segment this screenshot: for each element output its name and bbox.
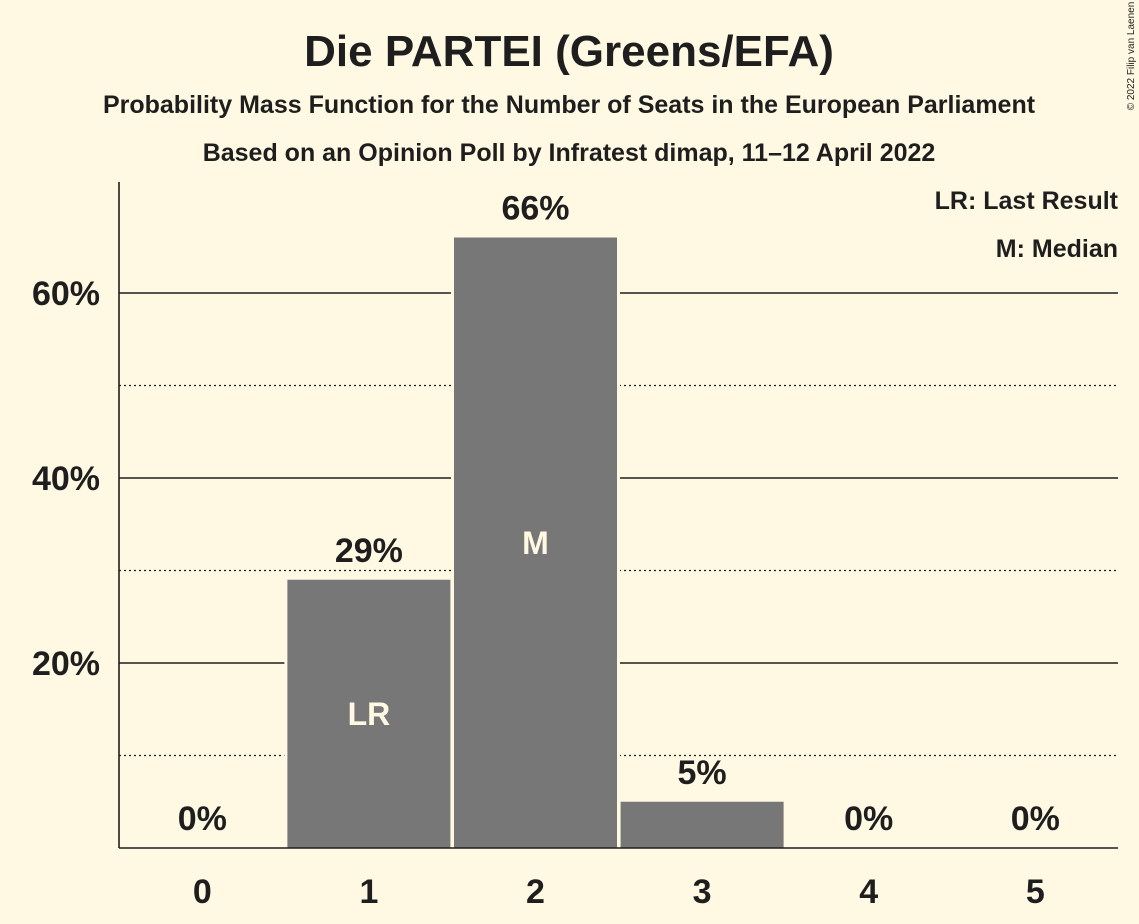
x-tick-label: 1 xyxy=(359,873,378,911)
data-label: 66% xyxy=(501,190,569,228)
x-tick-label: 2 xyxy=(526,873,545,911)
chart-subtitle-source: Based on an Opinion Poll by Infratest di… xyxy=(203,139,936,167)
data-label: 0% xyxy=(178,800,227,838)
x-tick-label: 4 xyxy=(859,873,878,911)
copyright-note: © 2022 Filip van Laenen xyxy=(1126,2,1137,111)
bar-marker-m: M xyxy=(522,525,549,561)
x-tick-label: 3 xyxy=(693,873,712,911)
y-tick-label: 60% xyxy=(32,275,100,313)
data-label: 0% xyxy=(1011,800,1060,838)
legend-last-result: LR: Last Result xyxy=(935,187,1119,215)
chart-title: Die PARTEI (Greens/EFA) xyxy=(304,27,834,76)
labels: 20% 40% 60% 0 1 2 3 4 5 0% 29% 66% 5% 0% 0% LR M xyxy=(32,190,1060,912)
chart-subtitle: Probability Mass Function for the Number… xyxy=(103,91,1036,119)
bar-3 xyxy=(620,801,784,848)
data-label: 0% xyxy=(844,800,893,838)
x-tick-label: 5 xyxy=(1026,873,1045,911)
bar-1 xyxy=(287,579,451,848)
data-label: 5% xyxy=(678,754,727,792)
x-tick-label: 0 xyxy=(193,873,212,911)
axes xyxy=(118,182,1118,849)
bar-2 xyxy=(454,237,617,848)
y-tick-label: 40% xyxy=(32,460,100,498)
bars xyxy=(284,234,787,848)
legend-median: M: Median xyxy=(996,235,1118,263)
data-label: 29% xyxy=(335,532,403,570)
y-tick-label: 20% xyxy=(32,645,100,683)
bar-marker-lr: LR xyxy=(348,696,391,732)
